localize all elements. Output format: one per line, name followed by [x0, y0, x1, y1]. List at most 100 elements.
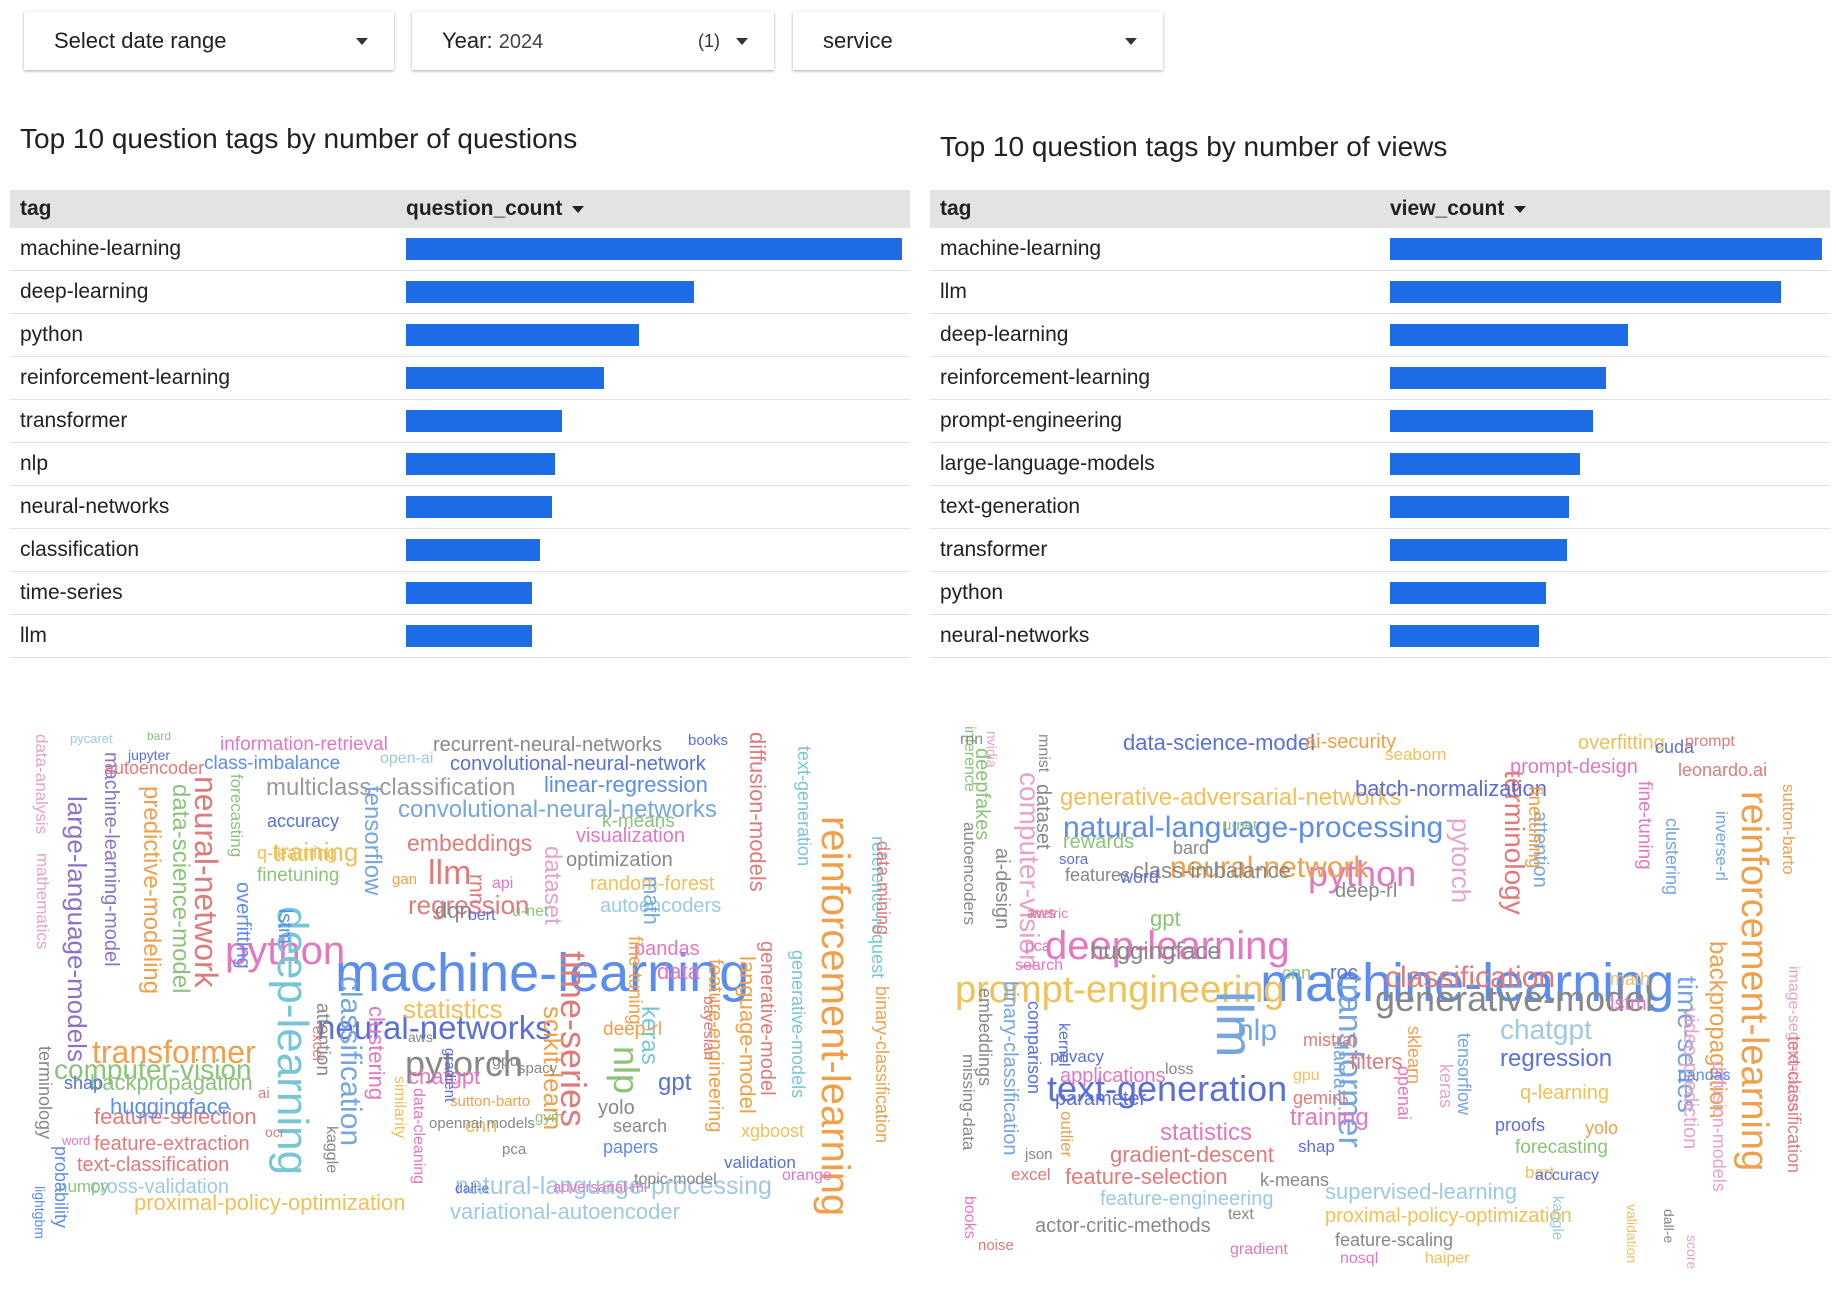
cloud-word[interactable]: json — [1025, 1147, 1053, 1162]
cloud-word[interactable]: aws — [408, 1030, 433, 1044]
cloud-word[interactable]: score — [1685, 1235, 1699, 1269]
cloud-word[interactable]: gym — [535, 1110, 563, 1125]
table-row[interactable]: neural-networks — [930, 615, 1830, 658]
table-row[interactable]: transformer — [10, 400, 910, 443]
cloud-word[interactable]: embeddings — [976, 988, 994, 1086]
cloud-word[interactable]: gpt — [1150, 908, 1181, 930]
cloud-word[interactable]: text-generation — [795, 746, 813, 866]
cloud-word[interactable]: supervised-learning — [1325, 1181, 1517, 1203]
cloud-word[interactable]: binary-classification — [873, 986, 891, 1143]
cloud-word[interactable]: haiper — [1425, 1251, 1469, 1267]
cloud-word[interactable]: pytorch — [1448, 818, 1474, 903]
cloud-word[interactable]: comparison — [1025, 1001, 1043, 1094]
cloud-word[interactable]: nlp — [1237, 1016, 1277, 1046]
cloud-word[interactable]: math — [640, 876, 662, 925]
cloud-word[interactable]: u-net — [512, 904, 548, 920]
cloud-word[interactable]: rnn — [960, 732, 983, 748]
cloud-word[interactable]: finetuning — [257, 866, 339, 885]
cloud-word[interactable]: multiclass-classification — [266, 776, 515, 800]
cloud-word[interactable]: gan — [392, 872, 417, 887]
cloud-word[interactable]: outlier — [1058, 1111, 1075, 1157]
cloud-word[interactable]: leonardo.ai — [1678, 761, 1767, 779]
cloud-word[interactable]: seaborn — [1385, 746, 1446, 763]
cloud-word[interactable]: optimization — [566, 850, 673, 870]
cloud-word[interactable]: forecasting — [1515, 1138, 1608, 1157]
cloud-word[interactable]: metric — [1030, 906, 1068, 920]
cloud-word[interactable]: excel — [1011, 1166, 1051, 1183]
cloud-word[interactable]: information-retrieval — [220, 735, 388, 754]
cloud-word[interactable]: training — [1290, 1106, 1369, 1130]
cloud-word[interactable]: recurrent-neural-networks — [433, 735, 662, 755]
table-row[interactable]: machine-learning — [10, 228, 910, 271]
table-row[interactable]: python — [10, 314, 910, 357]
cloud-word[interactable]: lstm — [1610, 994, 1647, 1014]
cloud-word[interactable]: language-model — [736, 956, 758, 1114]
cloud-word[interactable]: nosql — [1340, 1251, 1378, 1267]
cloud-word[interactable]: overfitting — [1578, 733, 1665, 753]
cloud-word[interactable]: class-imbalance — [204, 754, 340, 773]
cloud-word[interactable]: generative-adversarial-networks — [1060, 786, 1401, 810]
cloud-word[interactable]: ai-design — [992, 848, 1012, 929]
cloud-word[interactable]: search — [1015, 958, 1063, 974]
cloud-word[interactable]: applications — [1060, 1066, 1166, 1086]
cloud-word[interactable]: binary-classification — [1000, 981, 1020, 1156]
cloud-word[interactable]: regression — [1500, 1047, 1612, 1071]
cloud-word[interactable]: pycaret — [70, 732, 113, 745]
cloud-word[interactable]: cnn — [1282, 964, 1311, 982]
cloud-word[interactable]: deep-rl — [1335, 881, 1397, 901]
cloud-word[interactable]: proofs — [1495, 1116, 1545, 1134]
cloud-word[interactable]: roc — [1330, 963, 1358, 983]
cloud-word[interactable]: gradient — [1230, 1242, 1288, 1258]
cloud-word[interactable]: gemini — [1293, 1089, 1346, 1107]
cloud-word[interactable]: classification — [335, 976, 365, 1146]
cloud-word[interactable]: proximal-policy-optimization — [1325, 1206, 1572, 1226]
cloud-word[interactable]: excel — [310, 1026, 325, 1061]
cloud-word[interactable]: missing-data — [960, 1054, 977, 1150]
service-filter[interactable]: service — [793, 12, 1163, 70]
year-filter[interactable]: Year: 2024 (1) — [412, 12, 774, 70]
cloud-word[interactable]: sutton-barto — [1780, 784, 1797, 875]
cloud-word[interactable]: open-ai — [380, 751, 433, 767]
table-row[interactable]: python — [930, 572, 1830, 615]
cloud-word[interactable]: classification — [1385, 963, 1555, 993]
cloud-word[interactable]: loss — [1165, 1062, 1193, 1078]
cloud-word[interactable]: parameter — [1055, 1089, 1146, 1109]
cloud-word[interactable]: pca — [1025, 939, 1051, 955]
cloud-word[interactable]: lightgbm — [33, 1186, 47, 1239]
cloud-word[interactable]: diffusion-models — [746, 732, 768, 892]
cloud-word[interactable]: validation — [1625, 1204, 1639, 1263]
cloud-word[interactable]: accuracy — [267, 812, 339, 830]
cloud-word[interactable]: generative-models — [789, 950, 807, 1098]
table-row[interactable]: time-series — [10, 572, 910, 615]
cloud-word[interactable]: prompt-design — [1510, 757, 1638, 777]
cloud-word[interactable]: bert — [468, 908, 496, 924]
cloud-word[interactable]: xgboost — [741, 1122, 804, 1140]
table-row[interactable]: reinforcement-learning — [10, 357, 910, 400]
cloud-word[interactable]: keras — [1437, 1064, 1455, 1108]
cloud-word[interactable]: nvidia — [985, 731, 999, 768]
cloud-word[interactable]: data-mining — [874, 841, 892, 935]
cloud-word[interactable]: gpu — [492, 1054, 519, 1070]
cloud-word[interactable]: cross-validation — [90, 1177, 229, 1197]
table-row[interactable]: classification — [10, 529, 910, 572]
table-row[interactable]: large-language-models — [930, 443, 1830, 486]
cloud-word[interactable]: u-net — [1223, 818, 1257, 833]
cloud-word[interactable]: sutton-barto — [450, 1094, 530, 1109]
cloud-word[interactable]: math — [1610, 970, 1650, 988]
table-row[interactable]: transformer — [930, 529, 1830, 572]
cloud-word[interactable]: reinforcement-learning — [815, 816, 855, 1216]
cloud-word[interactable]: word — [62, 1134, 90, 1147]
cloud-word[interactable]: q-learning — [1520, 1083, 1609, 1103]
cloud-word[interactable]: rnn — [466, 874, 487, 904]
cloud-word[interactable]: generative-model — [757, 941, 777, 1096]
cloud-word[interactable]: api — [492, 876, 513, 892]
cloud-word[interactable]: mnist — [1035, 734, 1051, 772]
cloud-word[interactable]: statistics — [403, 996, 503, 1022]
cloud-word[interactable]: q-learning — [257, 844, 337, 862]
cloud-word[interactable]: dall-e — [1662, 1209, 1676, 1243]
cloud-word[interactable]: mistral — [1303, 1031, 1356, 1049]
cloud-word[interactable]: bard — [147, 730, 171, 742]
tag-column-header[interactable]: tag — [10, 197, 52, 221]
cloud-word[interactable]: data-science-model — [1123, 732, 1315, 754]
cloud-word[interactable]: chatgpt — [1500, 1016, 1592, 1044]
